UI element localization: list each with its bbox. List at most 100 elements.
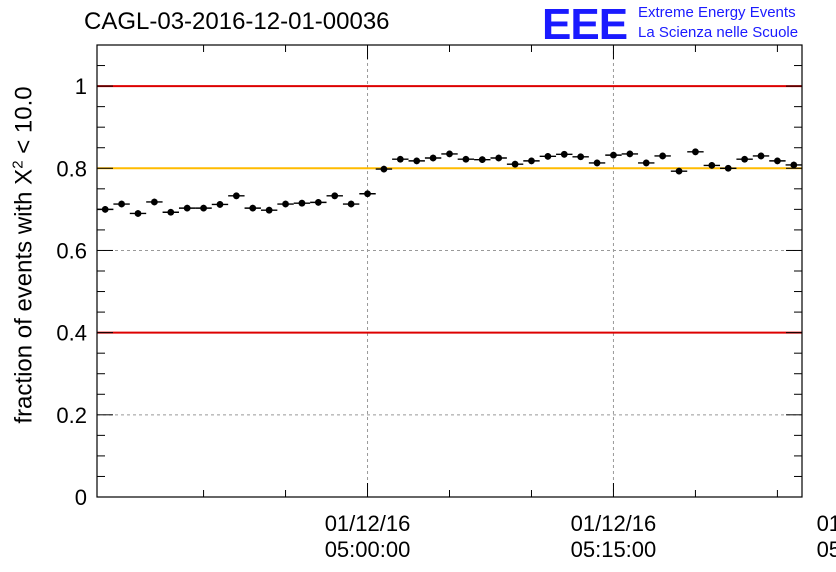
x-tick-label-date: 01/12/16 [571,511,657,536]
data-point [211,201,229,208]
data-marker [249,204,257,212]
data-marker [265,206,273,214]
y-tick-label: 1 [75,74,87,99]
data-point [375,165,393,173]
data-marker [692,148,699,156]
data-point [785,161,802,169]
data-point [621,150,639,158]
data-marker [708,161,716,169]
data-marker [577,153,585,161]
data-point [228,192,245,200]
data-point [195,204,212,212]
data-marker [741,155,749,163]
data-marker [347,200,355,208]
data-marker [495,154,503,162]
x-tick-label-time: 05:30:00 [817,537,836,562]
data-point [277,200,294,208]
data-marker [528,157,535,165]
data-marker [101,205,109,213]
data-point [506,160,524,168]
data-point [572,153,589,161]
data-marker [118,200,125,208]
grid-layer [97,45,802,497]
logo-line-2: La Scienza nelle Scuole [638,24,799,41]
y-tick-label: 0 [75,485,87,510]
data-point [670,167,688,175]
data-point [162,208,179,216]
data-point [523,157,540,165]
data-marker [413,157,421,165]
data-marker [282,200,289,208]
data-point [474,156,491,164]
data-marker [298,199,306,207]
data-point [736,155,753,163]
data-marker [642,159,650,167]
axes: 00.20.40.60.8101/12/1605:00:0001/12/1605… [56,44,836,562]
data-marker [478,156,486,164]
y-tick-label: 0.6 [56,238,87,263]
x-tick-label-date: 01/12/16 [325,511,411,536]
x-tick-label-date: 01/12/16 [817,511,836,536]
data-marker [757,152,765,160]
data-point [703,161,721,169]
logo-letters: EEE [542,0,628,49]
plot-frame [96,44,803,498]
data-point [408,157,425,165]
data-marker [380,165,388,173]
data-marker [314,198,322,206]
data-marker [675,167,683,175]
data-point [752,152,770,160]
data-point [605,151,622,159]
data-marker [560,150,568,158]
data-point [326,192,343,200]
chart-title: CAGL-03-2016-12-01-00036 [84,8,390,35]
data-points [97,148,802,217]
data-marker [544,152,552,160]
data-point [178,204,196,212]
data-marker [200,204,207,212]
data-marker [429,154,437,162]
data-point [146,198,163,206]
data-marker [446,150,453,158]
data-point [556,150,573,158]
data-point [342,200,360,208]
data-marker [150,198,158,206]
data-marker [396,155,404,163]
data-point [424,154,442,162]
data-marker [232,192,240,200]
data-point [539,152,557,160]
data-point [769,157,786,165]
data-marker [659,152,667,160]
data-point [638,159,655,167]
data-point [588,159,606,167]
x-tick-label-time: 05:00:00 [325,537,411,562]
data-marker [724,164,732,172]
data-marker [774,157,781,165]
data-point [457,155,475,163]
data-point [260,206,278,214]
data-marker [790,161,798,169]
x-tick-label-time: 05:15:00 [571,537,657,562]
data-point [310,198,327,206]
data-point [244,204,261,212]
data-point [441,150,458,158]
data-marker [511,160,519,168]
data-point [113,200,130,208]
data-point [392,155,409,163]
reference-lines [97,85,802,334]
data-marker [183,204,191,212]
y-tick-label: 0.4 [56,321,87,346]
data-marker [364,190,371,198]
data-marker [331,192,339,200]
y-tick-label: 0.2 [56,403,87,428]
data-point [129,210,147,217]
data-marker [626,150,634,158]
eee-logo: EEE Extreme Energy Events La Scienza nel… [542,2,832,48]
data-marker [462,155,470,163]
data-marker [593,159,601,167]
data-point [490,154,507,162]
logo-line-1: Extreme Energy Events [638,4,796,21]
data-marker [216,201,224,208]
data-point [654,152,671,160]
